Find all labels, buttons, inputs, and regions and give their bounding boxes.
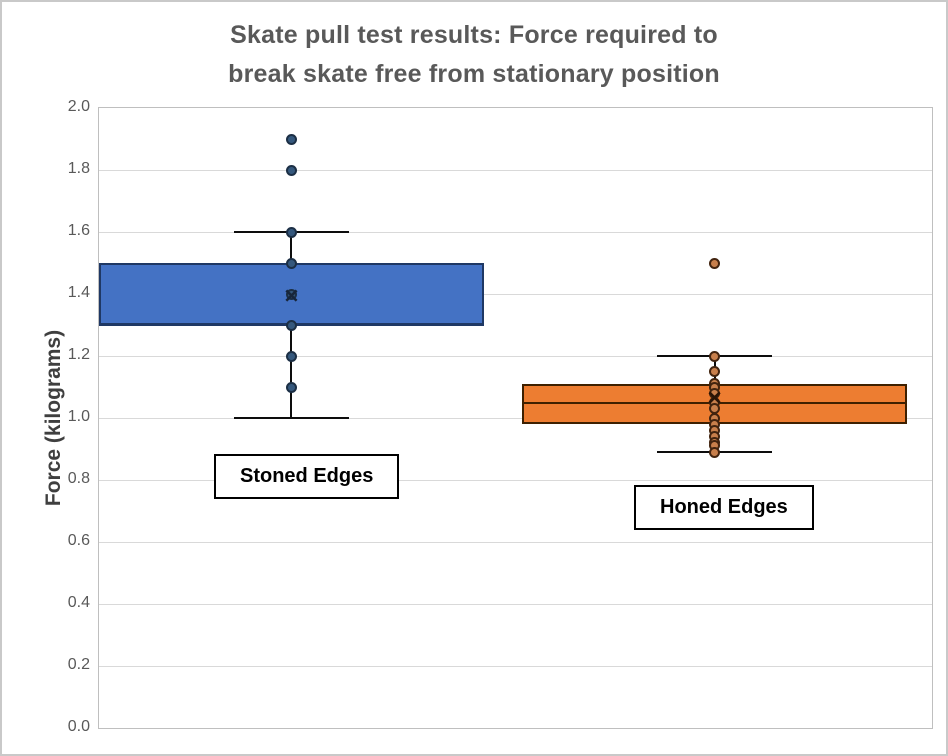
y-axis-tick-label: 1.2 xyxy=(67,346,90,363)
lower-whisker-line xyxy=(290,325,293,418)
data-point xyxy=(709,257,721,269)
y-axis-tick-label: 1.0 xyxy=(67,408,90,425)
gridline xyxy=(99,418,932,419)
plot-area: ✕ ✕ xyxy=(98,107,933,729)
gridline xyxy=(99,232,932,233)
data-point xyxy=(285,257,297,269)
lower-whisker-cap xyxy=(233,417,350,419)
gridline xyxy=(99,170,932,171)
gridline xyxy=(99,480,932,481)
data-point xyxy=(709,446,721,458)
data-point xyxy=(285,381,297,393)
upper-whisker-line xyxy=(290,232,293,263)
gridline xyxy=(99,604,932,605)
y-axis-tick-label: 0.2 xyxy=(67,656,90,673)
mean-marker: ✕ xyxy=(706,388,723,410)
mean-marker: ✕ xyxy=(283,286,300,308)
y-axis-tick-label: 1.4 xyxy=(67,284,90,301)
y-axis-tick-label: 1.6 xyxy=(67,222,90,239)
data-point xyxy=(285,164,297,176)
gridline xyxy=(99,356,932,357)
gridline xyxy=(99,294,932,295)
data-point xyxy=(285,288,297,300)
y-axis-tick-label: 0.4 xyxy=(67,594,90,611)
gridline xyxy=(99,542,932,543)
chart-title: Skate pull test results: Force required … xyxy=(2,16,946,94)
y-axis-tick-label: 1.8 xyxy=(67,160,90,177)
data-point xyxy=(285,319,297,331)
y-axis-tick-label: 0.0 xyxy=(67,718,90,735)
y-axis-tick-labels: 2.0 1.8 1.6 1.4 1.2 1.0 0.8 0.6 0.4 0.2 0.0 xyxy=(40,2,90,754)
chart-title-line-1: Skate pull test results: Force required … xyxy=(230,21,718,49)
gridline xyxy=(99,666,932,667)
data-point xyxy=(709,350,721,362)
chart-title-line-2: break skate free from stationary positio… xyxy=(228,59,720,88)
y-axis-tick-label: 0.8 xyxy=(67,470,90,487)
data-point xyxy=(285,133,297,145)
y-axis-tick-label: 2.0 xyxy=(67,98,90,115)
data-point xyxy=(285,226,297,238)
series-label-honed-edges: Honed Edges xyxy=(634,485,814,530)
y-axis-tick-label: 0.6 xyxy=(67,532,90,549)
data-point xyxy=(709,366,721,377)
series-label-stoned-edges: Stoned Edges xyxy=(214,454,400,499)
data-point xyxy=(285,350,297,362)
